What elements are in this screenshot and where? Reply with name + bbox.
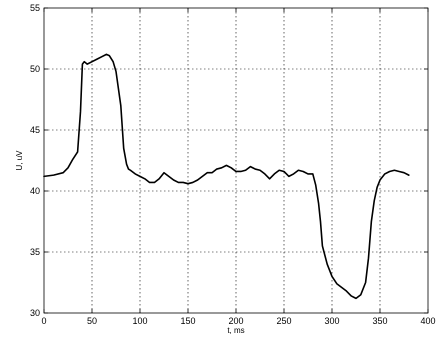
x-tick-label: 400 bbox=[420, 316, 435, 326]
series-line bbox=[43, 53, 410, 300]
x-tick-label: 0 bbox=[41, 316, 46, 326]
x-tick-label: 350 bbox=[372, 316, 387, 326]
y-axis-label: U, uV bbox=[15, 150, 24, 171]
y-tick-label: 55 bbox=[30, 3, 40, 13]
y-tick-label: 30 bbox=[30, 308, 40, 318]
x-axis-label: t, ms bbox=[227, 326, 244, 335]
x-tick-label: 250 bbox=[276, 316, 291, 326]
grid bbox=[44, 8, 428, 313]
tick-labels: 0 50 100 150 200 250 300 350 400 30 35 40 45 50 55 bbox=[30, 3, 436, 326]
y-tick-label: 45 bbox=[30, 125, 40, 135]
x-tick-label: 50 bbox=[87, 316, 97, 326]
y-tick-label: 50 bbox=[30, 64, 40, 74]
x-tick-label: 150 bbox=[180, 316, 195, 326]
x-tick-label: 300 bbox=[324, 316, 339, 326]
x-tick-label: 100 bbox=[132, 316, 147, 326]
series bbox=[43, 53, 410, 300]
y-tick-label: 40 bbox=[30, 186, 40, 196]
plot-frame bbox=[43, 7, 429, 314]
y-tick-label: 35 bbox=[30, 247, 40, 257]
x-tick-label: 200 bbox=[228, 316, 243, 326]
